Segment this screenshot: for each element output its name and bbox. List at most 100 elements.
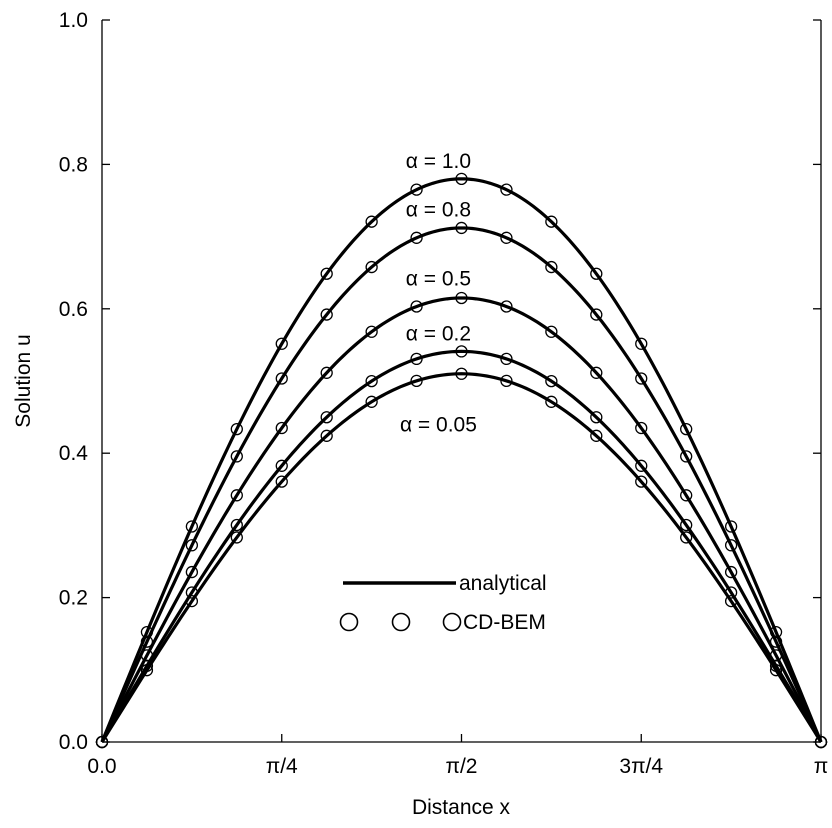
analytical-line xyxy=(100,349,823,743)
cd-bem-marker xyxy=(275,372,288,385)
cd-bem-marker xyxy=(275,421,288,435)
curve-label: α = 0.05 xyxy=(400,414,477,437)
curve-label: α = 0.8 xyxy=(406,198,471,221)
curve-label: α = 0.5 xyxy=(406,268,471,291)
x-tick-label: π/2 xyxy=(445,755,477,778)
cd-bem-marker xyxy=(320,411,333,424)
cd-bem-marker xyxy=(500,352,513,366)
cd-bem-marker xyxy=(410,374,423,388)
cd-bem-marker xyxy=(545,260,558,274)
cd-bem-marker xyxy=(365,325,378,338)
cd-bem-marker xyxy=(455,345,468,358)
y-tick-label: 0.0 xyxy=(59,731,88,754)
cd-bem-marker xyxy=(545,325,558,338)
cd-bem-marker xyxy=(320,429,333,442)
y-tick-label: 0.8 xyxy=(59,153,88,176)
cd-bem-marker xyxy=(410,300,423,313)
cd-bem-marker xyxy=(230,518,243,532)
cd-bem-marker xyxy=(590,308,603,321)
cd-bem-marker xyxy=(635,475,648,488)
cd-bem-marker xyxy=(635,459,648,472)
cd-bem-marker xyxy=(455,221,468,235)
cd-bem-marker xyxy=(724,565,738,579)
legend-marker-1 xyxy=(339,612,359,632)
cd-bem-marker xyxy=(410,231,423,244)
legend-marker-2 xyxy=(391,612,411,632)
x-tick-label: π/4 xyxy=(266,755,298,778)
cd-bem-marker xyxy=(95,735,109,749)
cd-bem-marker xyxy=(230,489,243,502)
cd-bem-marker xyxy=(590,429,603,442)
cd-bem-marker xyxy=(320,267,333,280)
cd-bem-marker xyxy=(455,367,468,380)
y-axis-title: Solution u xyxy=(12,334,35,427)
cd-bem-marker xyxy=(814,735,828,749)
cd-bem-marker xyxy=(185,539,199,552)
cd-bem-marker xyxy=(680,489,693,502)
cd-bem-marker xyxy=(724,520,738,533)
cd-bem-marker xyxy=(185,520,199,533)
cd-bem-marker xyxy=(545,395,558,408)
cd-bem-marker xyxy=(455,172,468,185)
cd-bem-marker xyxy=(545,374,558,388)
x-tick-label: 0.0 xyxy=(87,755,116,778)
curve-labels: α = 1.0 α = 0.8 α = 0.5 α = 0.2 α = 0.05 xyxy=(400,150,477,437)
cd-bem-marker xyxy=(275,337,288,350)
cd-bem-marker xyxy=(500,374,513,388)
cd-bem-marker xyxy=(635,372,648,385)
cd-bem-marker xyxy=(185,594,199,608)
y-tick-label: 0.6 xyxy=(59,298,88,321)
x-tick-label: 3π/4 xyxy=(619,755,663,778)
cd-bem-marker xyxy=(185,565,199,579)
cd-bem-marker xyxy=(545,215,558,228)
analytical-line xyxy=(100,177,823,743)
legend-label-cd-bem: CD-BEM xyxy=(463,611,546,634)
cd-bem-marker xyxy=(590,267,603,280)
cd-bem-marker xyxy=(680,450,693,463)
cd-bem-marker xyxy=(365,260,378,274)
cd-bem-marker xyxy=(680,422,693,436)
cd-bem-marker xyxy=(680,518,693,532)
curve-label: α = 1.0 xyxy=(406,150,471,173)
y-tick-label: 0.2 xyxy=(59,587,88,610)
x-tick-label: π xyxy=(814,755,829,778)
cd-bem-marker xyxy=(455,291,468,305)
legend-label-analytical: analytical xyxy=(459,572,547,595)
cd-bem-marker xyxy=(320,366,333,379)
cd-bem-marker xyxy=(590,411,603,424)
legend-marker-3 xyxy=(442,612,462,632)
cd-bem-marker xyxy=(590,366,603,379)
cd-bem-marker xyxy=(365,215,378,228)
cd-bem-marker xyxy=(230,450,243,463)
cd-bem-marker xyxy=(230,422,243,436)
analytical-line xyxy=(100,226,823,743)
cd-bem-marker xyxy=(365,395,378,408)
cd-bem-marker xyxy=(365,374,378,388)
y-tick-label: 0.4 xyxy=(59,442,89,465)
analytical-line xyxy=(100,372,823,743)
cd-bem-marker xyxy=(230,531,243,544)
legend: analytical CD-BEM xyxy=(339,572,547,634)
cd-bem-marker xyxy=(500,183,513,196)
cd-bem-marker xyxy=(410,183,423,196)
cd-bem-marker xyxy=(635,421,648,435)
cd-bem-marker xyxy=(500,231,513,244)
cd-bem-marker xyxy=(769,664,783,677)
analytical-line xyxy=(100,296,823,743)
cd-bem-marker xyxy=(140,664,154,677)
x-axis-title: Distance x xyxy=(412,796,511,819)
series-group xyxy=(95,172,828,749)
axes xyxy=(101,20,822,743)
cd-bem-marker xyxy=(635,337,648,350)
cd-bem-marker xyxy=(410,352,423,366)
cd-bem-marker xyxy=(275,459,288,472)
cd-bem-marker xyxy=(500,300,513,313)
y-tick-label: 1.0 xyxy=(59,9,88,32)
cd-bem-marker xyxy=(680,531,693,544)
cd-bem-marker xyxy=(275,475,288,488)
ticks: 0.0 π/4 π/2 3π/4 π 0.0 0.2 0.4 0.6 0.8 1.0 xyxy=(59,9,828,778)
cd-bem-marker xyxy=(320,308,333,321)
cd-bem-marker xyxy=(724,539,738,552)
cd-bem-marker xyxy=(724,594,738,608)
